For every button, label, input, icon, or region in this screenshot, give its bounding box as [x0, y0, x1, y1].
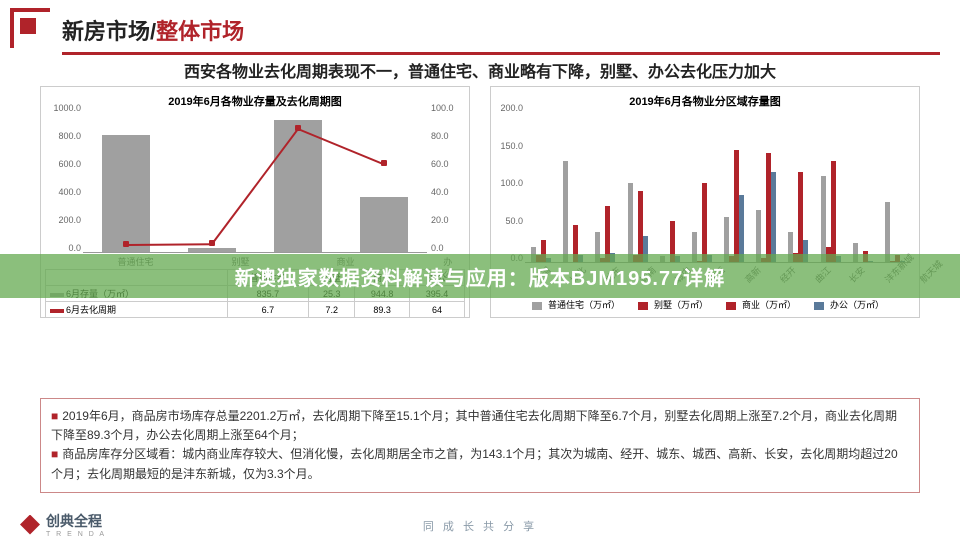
note-1: ■2019年6月，商品房市场库存总量2201.2万㎡，去化周期下降至15.1个月…	[51, 407, 909, 445]
brand-logo-icon	[20, 515, 40, 535]
title-part2: 整体市场	[156, 19, 244, 44]
brand-sub: T R E N D A	[46, 531, 106, 538]
subtitle: 西安各物业去化周期表现不一，普通住宅、商业略有下降，别墅、办公去化压力加大	[0, 58, 960, 82]
left-chart-title: 2019年6月各物业存量及去化周期图	[45, 93, 465, 109]
note-2: ■商品房库存分区域看：城内商业库存较大、但消化慢，去化周期居全市之首，为143.…	[51, 445, 909, 483]
brand-name: 创典全程	[46, 511, 106, 531]
corner-ornament	[10, 8, 50, 48]
title-part1: 新房市场/	[62, 19, 156, 44]
watermark-overlay: 新澳独家数据资料解读与应用：版本BJM195.77详解	[0, 254, 960, 298]
notes-box: ■2019年6月，商品房市场库存总量2201.2万㎡，去化周期下降至15.1个月…	[40, 398, 920, 493]
right-chart-title: 2019年6月各物业分区域存量图	[495, 93, 915, 109]
footer-brand: 创典全程 T R E N D A	[20, 511, 106, 538]
footer-motto: 同 成 长 共 分 享	[423, 518, 537, 534]
section-title: 新房市场/整体市场	[62, 14, 940, 55]
